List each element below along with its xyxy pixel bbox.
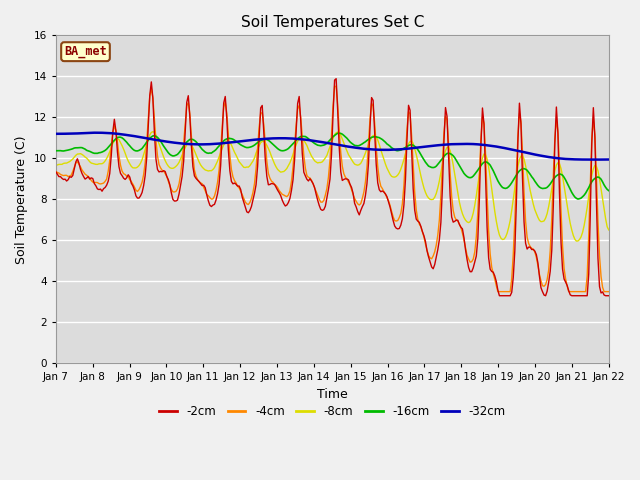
X-axis label: Time: Time — [317, 388, 348, 401]
Y-axis label: Soil Temperature (C): Soil Temperature (C) — [15, 135, 28, 264]
Legend: -2cm, -4cm, -8cm, -16cm, -32cm: -2cm, -4cm, -8cm, -16cm, -32cm — [154, 401, 510, 423]
Title: Soil Temperatures Set C: Soil Temperatures Set C — [241, 15, 424, 30]
Text: BA_met: BA_met — [64, 45, 107, 58]
